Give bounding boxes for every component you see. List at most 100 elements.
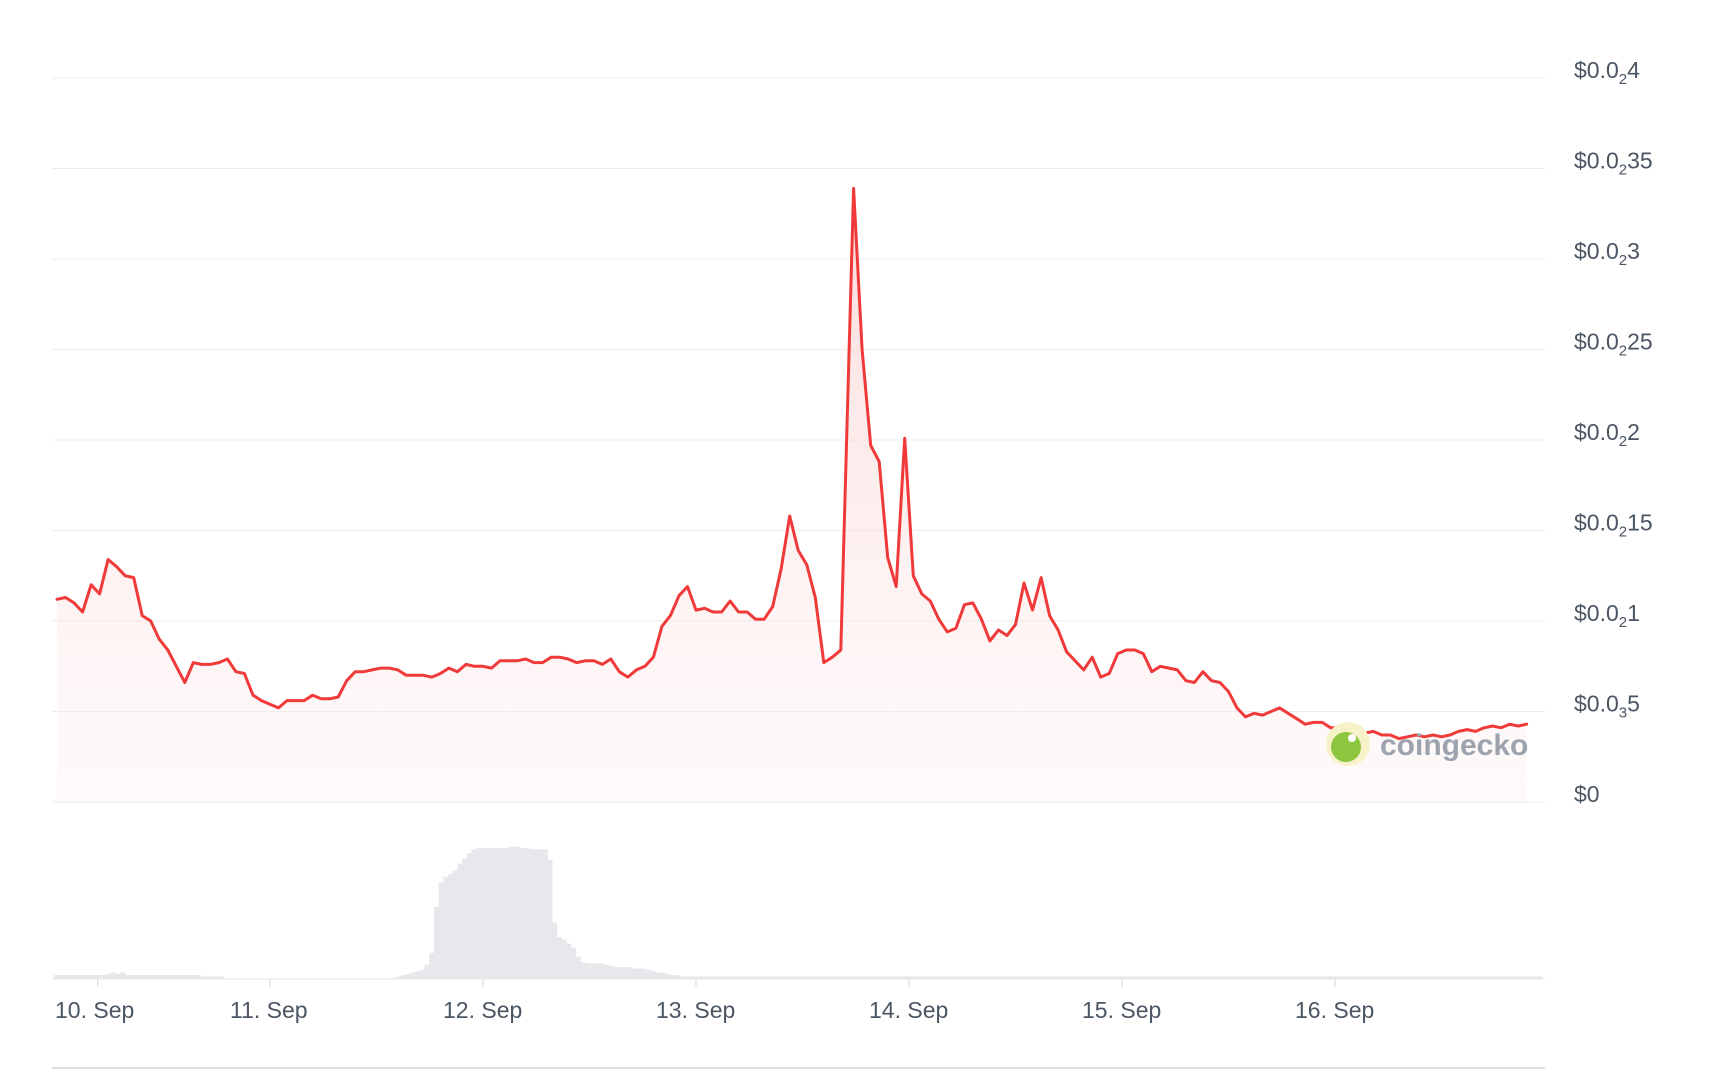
volume-bar: [795, 976, 802, 979]
volume-bar: [96, 975, 103, 979]
volume-bar: [485, 848, 492, 979]
volume-bar: [631, 968, 638, 979]
volume-bar: [518, 848, 525, 979]
volume-bar: [1517, 976, 1524, 979]
volume-bar: [692, 976, 699, 979]
volume-bar: [1076, 976, 1083, 979]
volume-bar: [1339, 976, 1346, 979]
volume-bar: [1419, 976, 1426, 979]
y-tick-label: $0.022: [1574, 419, 1640, 450]
volume-bar: [68, 975, 75, 979]
y-tick-label: $0: [1574, 781, 1600, 807]
volume-bar: [663, 973, 670, 979]
volume-bar: [1067, 976, 1074, 979]
volume-bar: [1522, 976, 1529, 979]
volume-bar: [1466, 976, 1473, 979]
volume-bar: [419, 969, 426, 979]
volume-bar: [1053, 976, 1060, 979]
volume-bar: [917, 976, 924, 979]
x-tick-label: 10. Sep: [55, 997, 134, 1023]
volume-bar: [1198, 976, 1205, 979]
volume-bar: [1095, 976, 1102, 979]
volume-bar: [523, 848, 530, 979]
volume-bar: [720, 976, 727, 979]
volume-bar: [724, 976, 731, 979]
volume-bar: [940, 976, 947, 979]
volume-bar: [218, 976, 225, 979]
volume-bar: [715, 976, 722, 979]
volume-bar: [654, 972, 661, 980]
volume-bar: [1184, 976, 1191, 979]
volume-bar: [645, 969, 652, 979]
volume-bar: [640, 968, 647, 979]
volume-bar: [171, 975, 178, 979]
volume-bar: [870, 976, 877, 979]
volume-bar: [1499, 976, 1505, 979]
volume-bar: [1405, 976, 1412, 979]
volume-bar: [959, 976, 966, 979]
volume-bar: [1442, 976, 1449, 979]
volume-bar: [476, 848, 483, 979]
volume-bar: [1175, 976, 1182, 979]
volume-bar: [1452, 976, 1459, 979]
volume-bar: [452, 870, 459, 979]
volume-bar: [72, 975, 79, 979]
volume-bar: [1456, 976, 1463, 979]
volume-bar: [621, 967, 628, 979]
y-tick-label: $0.035: [1574, 691, 1640, 722]
volume-bar: [1020, 976, 1027, 979]
volume-bar: [1189, 976, 1196, 979]
volume-bar: [1250, 976, 1257, 979]
volume-bar: [1137, 976, 1144, 979]
volume-bar: [1058, 976, 1064, 979]
volume-bar: [1081, 976, 1088, 979]
volume-bar: [1395, 976, 1402, 979]
price-line: [55, 186, 1529, 741]
volume-bar: [1043, 976, 1050, 979]
volume-bar: [513, 846, 520, 979]
volume-bar: [846, 976, 853, 979]
volume-bar: [1513, 976, 1520, 979]
volume-bar: [443, 876, 450, 979]
volume-bar: [1259, 976, 1266, 979]
volume-bar: [861, 976, 867, 979]
volume-bar: [856, 976, 863, 979]
volume-bar: [968, 976, 975, 979]
volume-bar: [1114, 976, 1121, 979]
volume-bar: [706, 976, 713, 979]
volume-bar: [415, 971, 422, 979]
volume-bar: [434, 907, 440, 980]
volume-bar: [1508, 976, 1515, 979]
volume-bar: [1344, 976, 1351, 979]
volume-bar: [804, 976, 811, 979]
volume-bar: [659, 972, 666, 980]
volume-bar: [945, 976, 952, 979]
volume-bar: [119, 972, 126, 980]
volume-bar: [1381, 976, 1388, 979]
volume-bar: [133, 975, 140, 979]
volume-bar: [598, 963, 605, 979]
volume-bar: [1109, 976, 1116, 979]
y-tick-label: $0.0225: [1574, 329, 1653, 360]
volume-bar: [729, 976, 736, 979]
volume-bar: [781, 976, 788, 979]
x-tick-label: 15. Sep: [1082, 997, 1161, 1023]
volume-bar: [1222, 976, 1229, 979]
volume-bar: [1090, 976, 1097, 979]
price-area-fill: [57, 188, 1527, 802]
volume-bar: [818, 976, 825, 979]
volume-bar: [490, 848, 497, 979]
volume-bar: [1236, 976, 1243, 979]
volume-bar: [992, 976, 999, 979]
volume-bar: [1527, 976, 1534, 979]
volume-bar: [527, 849, 534, 979]
coingecko-logo-inner-icon: [1331, 732, 1361, 762]
volume-bar: [814, 976, 820, 979]
volume-bar: [565, 943, 572, 979]
volume-bar: [1536, 976, 1543, 979]
volume-bar: [199, 976, 206, 979]
volume-bar: [776, 976, 783, 979]
volume-bar: [1316, 976, 1322, 979]
volume-bar: [964, 976, 971, 979]
